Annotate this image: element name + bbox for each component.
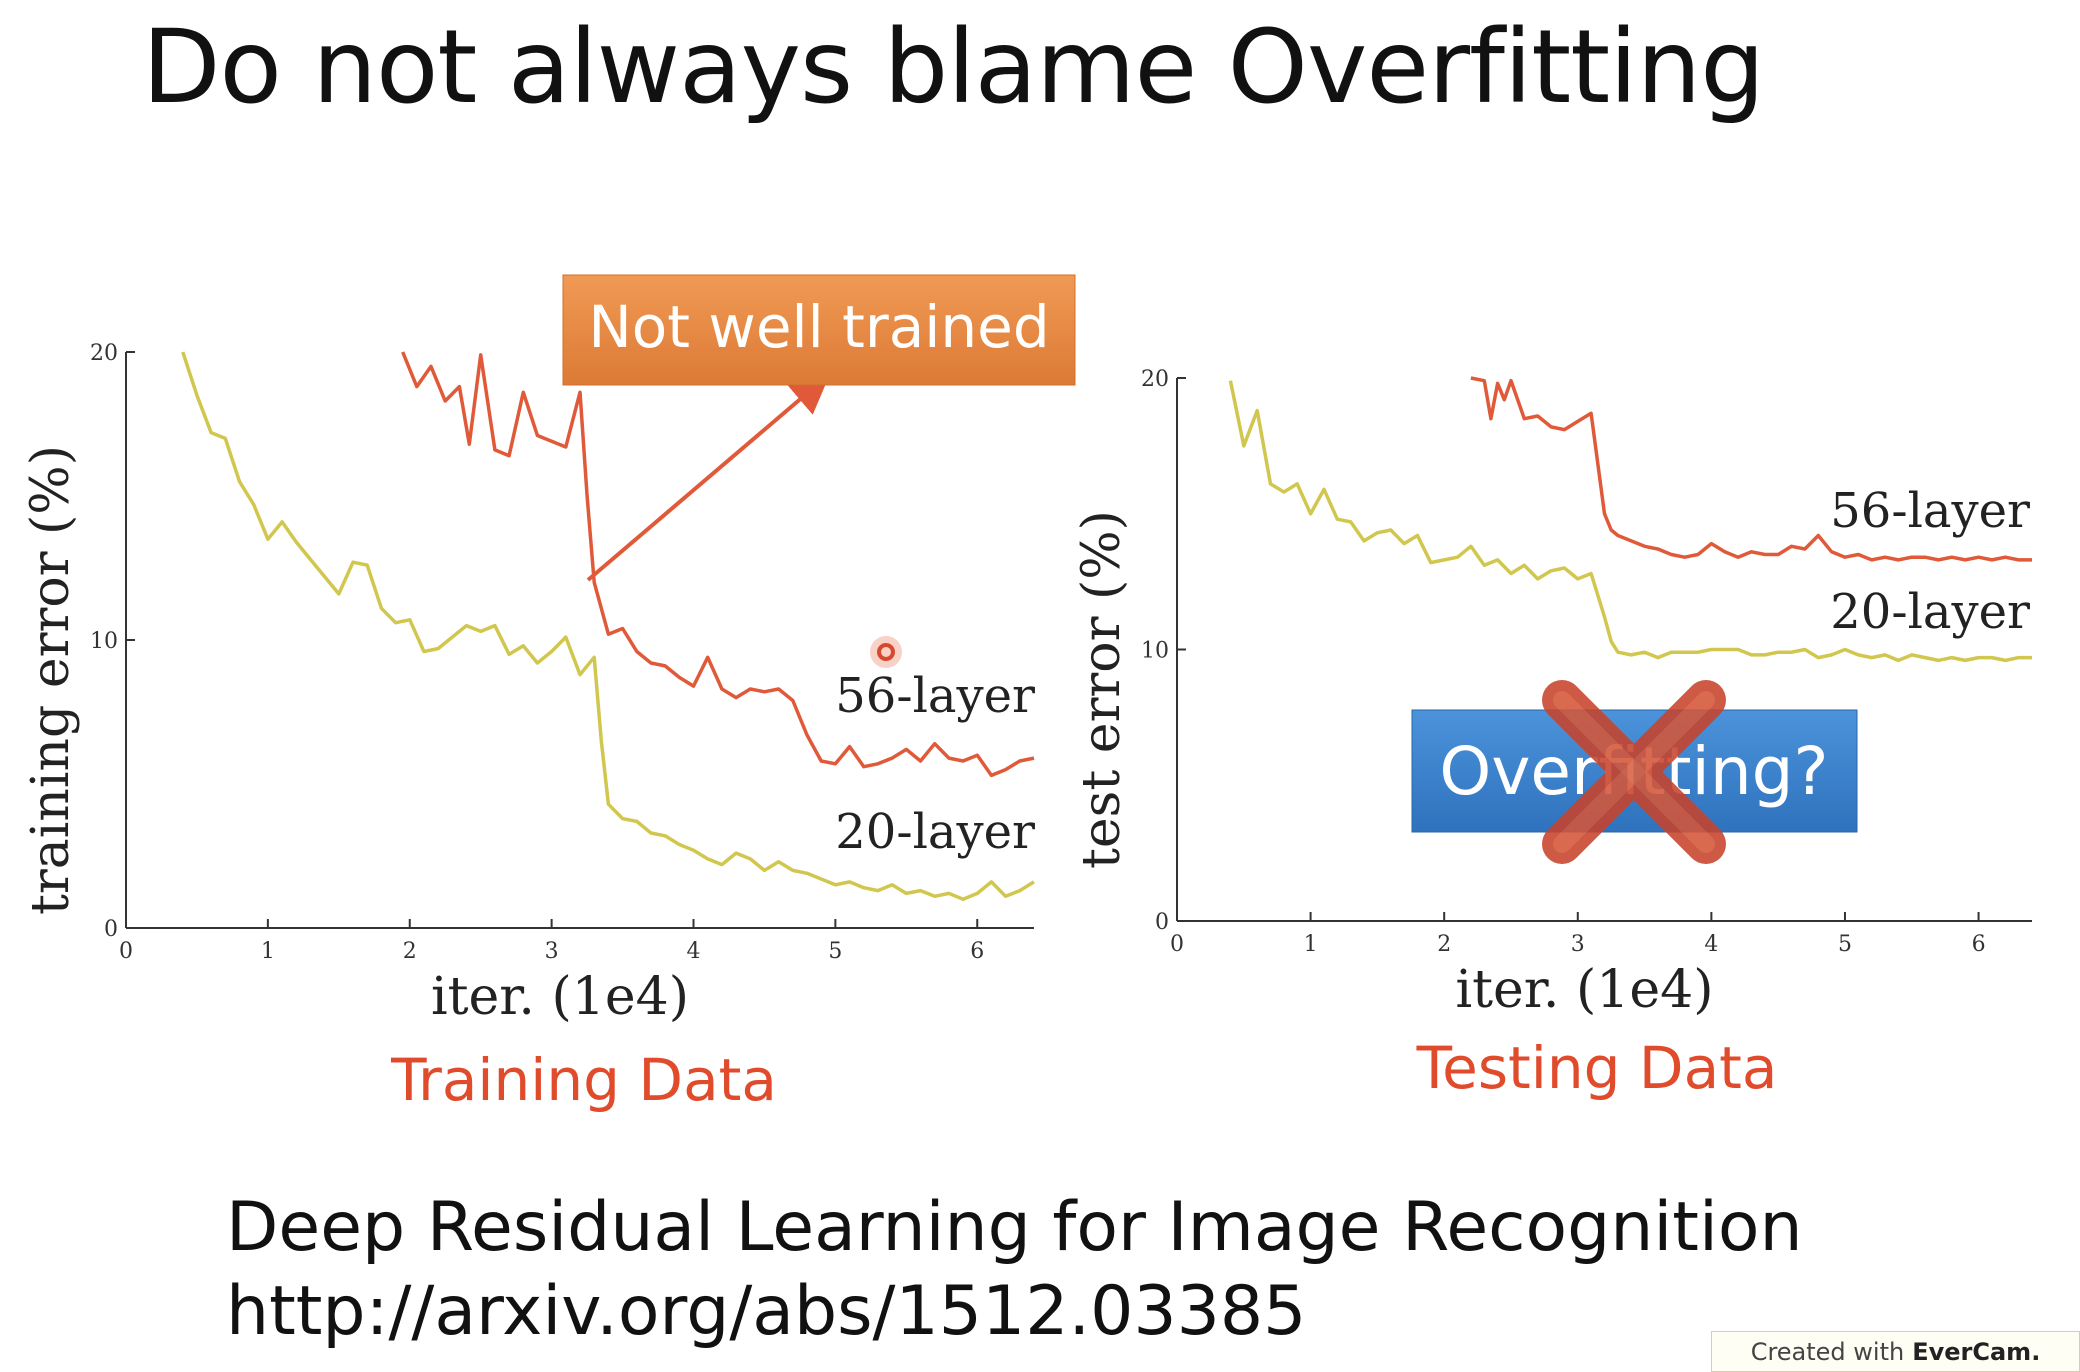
not-well-trained-label: Not well trained [588,293,1049,361]
x-axis-label: iter. (1e4) [431,967,689,1027]
reference-url[interactable]: http://arxiv.org/abs/1512.03385 [226,1272,1307,1351]
x-tick-label: 2 [1437,932,1451,957]
series-line-56-layer [401,351,1035,778]
reference-title: Deep Residual Learning for Image Recogni… [226,1188,1803,1267]
series-label-56-layer: 56-layer [1830,483,2030,539]
x-tick-label: 6 [1972,932,1986,957]
series-label-20-layer: 20-layer [835,804,1035,860]
y-tick-label: 10 [1141,639,1169,664]
x-tick-label: 0 [119,939,133,964]
y-axis-label: training error (%) [21,445,81,915]
x-tick-label: 3 [1571,932,1585,957]
cursor-dot-icon [870,636,902,668]
not-well-trained-callout: Not well trained [562,274,1076,386]
watermark-brand: EverCam. [1912,1337,2041,1366]
watermark-prefix: Created with [1750,1337,1905,1366]
series-line-20-layer [1228,380,2032,663]
x-tick-label: 2 [403,939,417,964]
x-tick-label: 5 [828,939,842,964]
x-tick-label: 3 [545,939,559,964]
y-axis-label: test error (%) [1072,510,1132,869]
x-axis-label: iter. (1e4) [1455,960,1713,1020]
slide-title: Do not always blame Overfitting [142,8,1765,127]
series-label-20-layer: 20-layer [1830,584,2030,640]
y-tick-label: 20 [1141,367,1169,392]
series-line-56-layer [1470,376,2032,562]
y-tick-label: 10 [90,629,118,654]
x-tick-label: 6 [970,939,984,964]
cross-icon [1542,680,1726,864]
y-tick-label: 20 [90,341,118,366]
series-label-56-layer: 56-layer [835,668,1035,724]
x-tick-label: 0 [1170,932,1184,957]
x-tick-label: 1 [1304,932,1318,957]
x-tick-label: 1 [261,939,275,964]
training-data-caption: Training Data [390,1046,777,1114]
x-tick-label: 4 [1704,932,1718,957]
testing-data-caption: Testing Data [1416,1034,1778,1102]
series-line-20-layer [181,351,1035,901]
y-tick-label: 0 [1155,910,1169,935]
evercam-watermark: Created with EverCam. [1711,1331,2080,1372]
x-tick-label: 5 [1838,932,1852,957]
x-tick-label: 4 [687,939,701,964]
arrow-icon [586,373,831,582]
y-tick-label: 0 [104,917,118,942]
